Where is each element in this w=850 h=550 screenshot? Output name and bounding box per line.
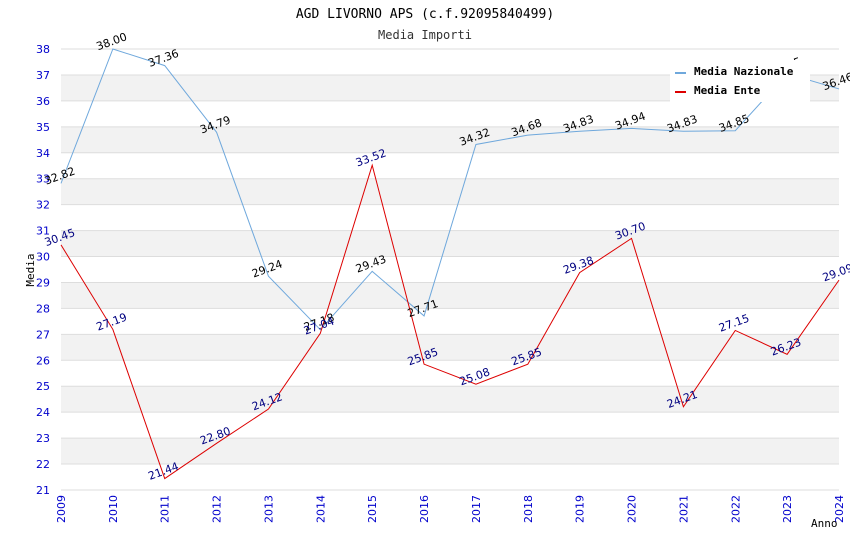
grid-band	[61, 308, 839, 335]
x-tick-label: 2020	[626, 495, 639, 523]
grid-band	[61, 438, 839, 465]
x-tick-label: 2023	[781, 495, 794, 523]
grid-bands	[61, 49, 839, 490]
x-tick-label: 2014	[314, 495, 327, 523]
x-tick-label: 2012	[211, 495, 224, 523]
y-tick-label: 34	[36, 147, 50, 160]
x-tick-labels: 2009 2010 2011 2012 2013 2014 2015 2016 2017 2018…	[55, 495, 846, 523]
x-tick-label: 2021	[677, 495, 690, 523]
x-tick-label: 2015	[366, 495, 379, 523]
x-tick-label: 2022	[729, 495, 742, 523]
y-tick-label: 21	[36, 484, 50, 497]
legend: Media Nazionale Media Ente	[670, 60, 810, 102]
y-tick-label: 32	[36, 199, 50, 212]
series-line-ente	[60, 163, 840, 480]
y-tick-label: 22	[36, 458, 50, 471]
y-axis-label: Media	[24, 253, 37, 286]
grid-band	[61, 100, 839, 127]
grid-band	[61, 386, 839, 413]
grid-band	[61, 334, 839, 361]
legend-label-ente: Media Ente	[694, 84, 761, 97]
x-tick-label: 2010	[107, 495, 120, 523]
x-tick-label: 2017	[470, 495, 483, 523]
y-tick-label: 25	[36, 380, 50, 393]
y-tick-label: 33	[36, 173, 50, 186]
y-tick-label: 28	[36, 302, 50, 315]
x-tick-label: 2018	[522, 495, 535, 523]
y-tick-label: 35	[36, 121, 50, 134]
y-tick-label: 31	[36, 225, 50, 238]
grid-band	[61, 464, 839, 490]
x-axis-label: Anno	[811, 517, 838, 530]
grid-band	[61, 282, 839, 309]
x-tick-label: 2016	[418, 495, 431, 523]
legend-label-nazionale: Media Nazionale	[694, 65, 794, 78]
grid-band	[61, 412, 839, 439]
series-line-nazionale	[60, 48, 840, 331]
grid-band	[61, 204, 839, 231]
y-tick-label: 38	[36, 43, 50, 56]
x-tick-label: 2009	[55, 495, 68, 523]
y-tick-label: 26	[36, 354, 50, 367]
grid-band	[61, 152, 839, 179]
grid-lines	[61, 48, 839, 491]
series-lines	[60, 48, 840, 480]
legend-box	[670, 60, 810, 102]
grid-band	[61, 360, 839, 387]
y-tick-label: 37	[36, 69, 50, 82]
y-tick-label: 24	[36, 406, 50, 419]
chart-title: AGD LIVORNO APS (c.f.92095840499)	[296, 7, 554, 22]
x-tick-label: 2013	[262, 495, 275, 523]
y-tick-label: 30	[36, 251, 50, 264]
grid-band	[61, 178, 839, 205]
y-tick-label: 23	[36, 432, 50, 445]
grid-band	[61, 230, 839, 257]
y-tick-label: 27	[36, 328, 50, 341]
y-tick-label: 29	[36, 276, 50, 289]
x-tick-label: 2024	[833, 495, 846, 523]
y-tick-label: 36	[36, 95, 50, 108]
chart-subtitle: Media Importi	[378, 28, 472, 42]
x-tick-label: 2011	[159, 495, 172, 523]
x-tick-label: 2019	[574, 495, 587, 523]
grid-band	[61, 256, 839, 283]
y-tick-labels: 21 22 23 24 25 26 27 28 29 30 31 32 33 34 35 36 37 38	[36, 43, 50, 497]
